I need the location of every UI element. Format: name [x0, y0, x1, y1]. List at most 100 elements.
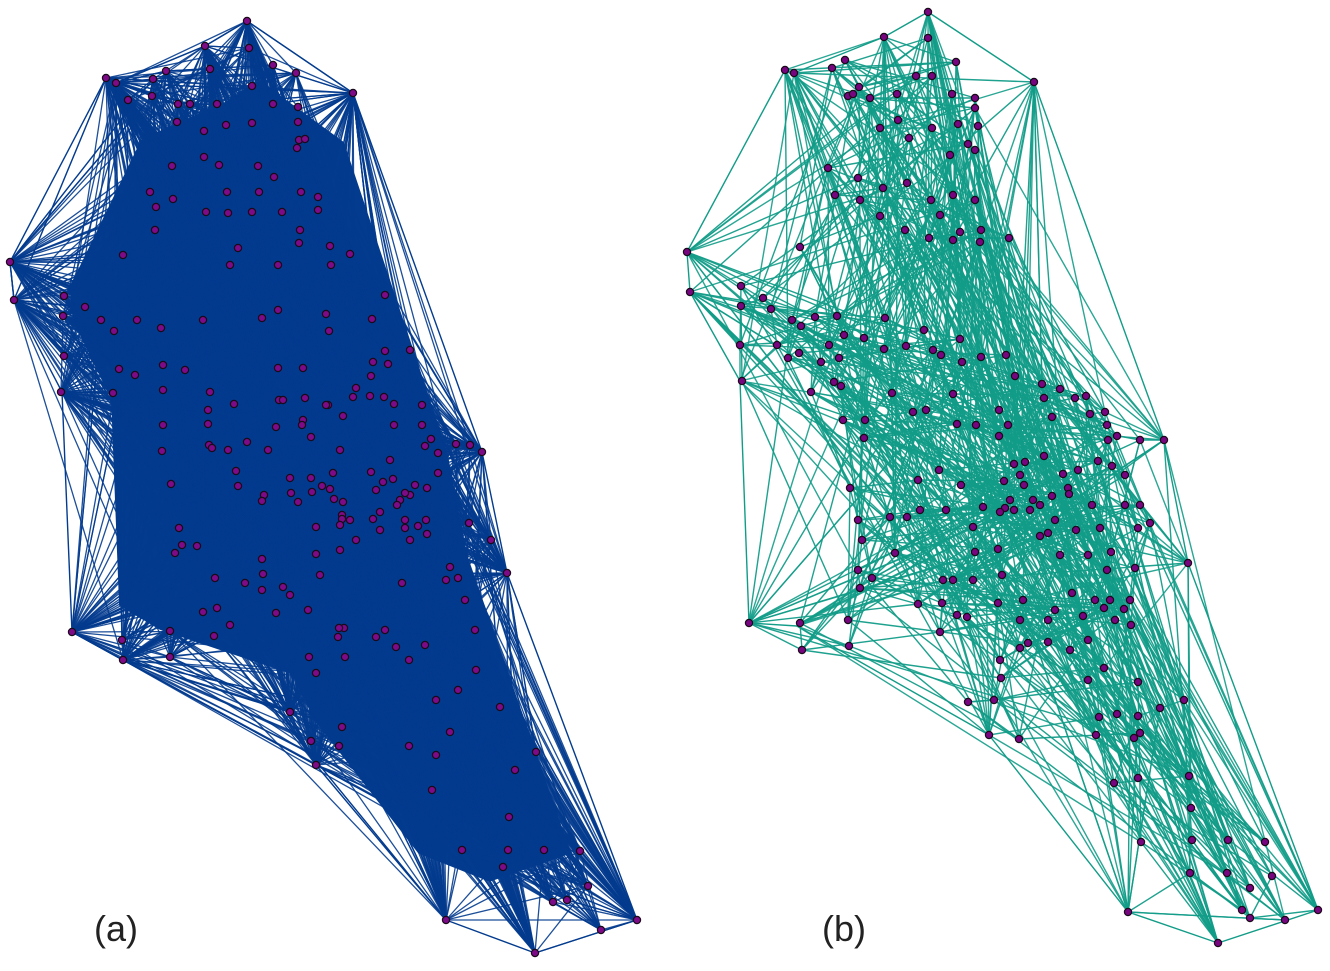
graph-node — [226, 261, 233, 268]
graph-node — [886, 513, 893, 520]
graph-node — [414, 522, 421, 529]
graph-node — [795, 349, 802, 356]
graph-node — [1024, 639, 1031, 646]
graph-node — [1104, 436, 1111, 443]
graph-node — [173, 118, 180, 125]
graph-node — [1040, 452, 1047, 459]
graph-node — [1110, 779, 1117, 786]
graph-node — [1187, 804, 1194, 811]
graph-node — [152, 203, 159, 210]
graph-node — [1038, 380, 1045, 387]
graph-node — [115, 365, 122, 372]
graph-node — [946, 151, 953, 158]
graph-node — [168, 162, 175, 169]
graph-node — [405, 742, 412, 749]
graph-node — [956, 335, 963, 342]
graph-node — [1281, 916, 1288, 923]
graph-node — [996, 508, 1003, 515]
graph-node — [292, 69, 299, 76]
panel-label-a: (a) — [94, 908, 138, 950]
graph-node — [1016, 616, 1023, 623]
graph-node — [781, 66, 788, 73]
graph-node — [329, 469, 336, 476]
graph-node — [963, 613, 970, 620]
graph-node — [985, 731, 992, 738]
graph-node — [1121, 471, 1128, 478]
graph-node — [10, 296, 17, 303]
graph-node — [1072, 526, 1079, 533]
graph-node — [920, 326, 927, 333]
graph-node — [953, 611, 960, 618]
graph-node — [294, 103, 301, 110]
graph-node — [876, 212, 883, 219]
graph-node — [841, 56, 848, 63]
graph-node — [334, 633, 341, 640]
graph-node — [902, 342, 909, 349]
graph-node — [1016, 471, 1023, 478]
graph-node — [584, 882, 591, 889]
graph-node — [811, 313, 818, 320]
graph-node — [234, 244, 241, 251]
graph-node — [109, 389, 116, 396]
graph-node — [1261, 838, 1268, 845]
graph-node — [736, 341, 743, 348]
graph-node — [1011, 372, 1018, 379]
graph-node — [784, 354, 791, 361]
graph-node — [193, 542, 200, 549]
graph-node — [274, 306, 281, 313]
graph-node — [903, 179, 910, 186]
graph-node — [1051, 516, 1058, 523]
graph-node — [979, 503, 986, 510]
graph-node — [683, 248, 690, 255]
graph-node — [1127, 621, 1134, 628]
graph-node — [326, 485, 333, 492]
graph-node — [824, 164, 831, 171]
graph-node — [401, 489, 408, 496]
graph-node — [893, 90, 900, 97]
graph-node — [327, 261, 334, 268]
graph-node — [133, 316, 140, 323]
graph-node — [384, 360, 391, 367]
graph-node — [418, 401, 425, 408]
graph-node — [995, 432, 1002, 439]
graph-node — [924, 34, 931, 41]
graph-node — [339, 412, 346, 419]
graph-node — [939, 576, 946, 583]
graph-node — [1137, 838, 1144, 845]
graph-node — [181, 366, 188, 373]
graph-node — [958, 358, 965, 365]
graph-node — [270, 173, 277, 180]
graph-node — [1029, 496, 1036, 503]
graph-node — [322, 401, 329, 408]
graph-node — [406, 346, 413, 353]
graph-node — [487, 536, 494, 543]
graph-node — [458, 846, 465, 853]
graph-node — [316, 571, 323, 578]
graph-node — [330, 495, 337, 502]
graph-node — [213, 604, 220, 611]
graph-node — [213, 100, 220, 107]
graph-node — [928, 72, 935, 79]
graph-node — [1056, 385, 1063, 392]
graph-node — [1100, 604, 1107, 611]
graph-node — [1084, 551, 1091, 558]
graph-node — [949, 236, 956, 243]
graph-node — [200, 153, 207, 160]
graph-node — [1111, 616, 1118, 623]
graph-node — [346, 516, 353, 523]
graph-node — [272, 423, 279, 430]
graph-node — [936, 628, 943, 635]
graph-node — [295, 239, 302, 246]
graph-node — [1113, 710, 1120, 717]
graph-node — [1120, 605, 1127, 612]
graph-node — [1059, 470, 1066, 477]
graph-node — [737, 302, 744, 309]
graph-node — [6, 258, 13, 265]
graph-node — [119, 251, 126, 258]
graph-node — [211, 574, 218, 581]
graph-node — [200, 127, 207, 134]
graph-node — [471, 626, 478, 633]
graph-node — [286, 708, 293, 715]
graph-node — [81, 303, 88, 310]
graph-node — [174, 100, 181, 107]
